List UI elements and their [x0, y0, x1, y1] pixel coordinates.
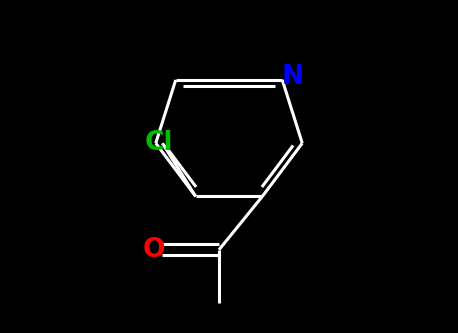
Text: N: N: [281, 64, 303, 90]
Text: O: O: [143, 237, 165, 263]
Text: Cl: Cl: [145, 130, 173, 156]
